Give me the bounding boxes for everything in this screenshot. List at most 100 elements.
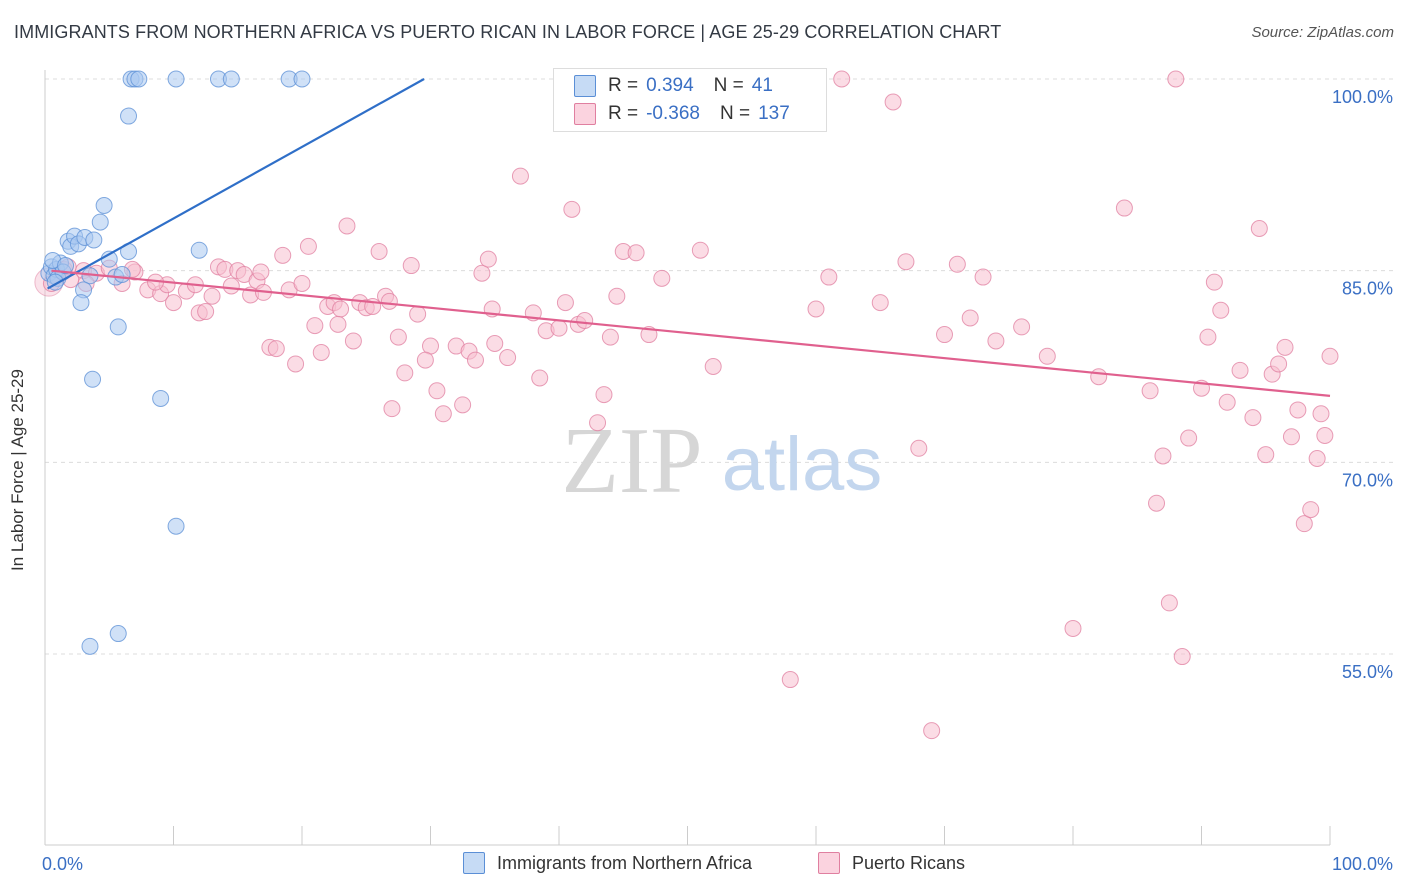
point-puerto-ricans — [1090, 368, 1108, 386]
watermark: ZIP atlas — [562, 409, 883, 513]
point-puerto-ricans — [312, 343, 330, 361]
point-puerto-ricans — [499, 349, 517, 367]
y-tick-label: 55.0% — [1342, 662, 1393, 682]
point-puerto-ricans — [338, 217, 356, 235]
point-puerto-ricans — [1115, 199, 1133, 217]
point-puerto-ricans — [1038, 347, 1056, 365]
legend-n-label: N = — [713, 75, 744, 96]
point-northern-africa — [167, 70, 185, 88]
point-northern-africa — [72, 294, 90, 312]
point-northern-africa — [222, 70, 240, 88]
point-puerto-ricans — [402, 257, 420, 275]
point-northern-africa — [85, 231, 103, 249]
point-puerto-ricans — [299, 237, 317, 255]
point-puerto-ricans — [1154, 447, 1172, 465]
point-puerto-ricans — [1148, 494, 1166, 512]
point-puerto-ricans — [897, 253, 915, 271]
point-puerto-ricans — [370, 243, 388, 260]
point-northern-africa — [167, 517, 185, 535]
point-puerto-ricans — [1270, 355, 1288, 373]
point-puerto-ricans — [1199, 328, 1217, 346]
point-northern-africa — [91, 213, 109, 231]
point-puerto-ricans — [1282, 428, 1300, 446]
point-puerto-ricans — [1218, 393, 1236, 411]
y-tick-label: 70.0% — [1342, 470, 1393, 490]
point-puerto-ricans — [287, 355, 305, 373]
point-puerto-ricans — [428, 382, 446, 400]
point-puerto-ricans — [1173, 648, 1191, 666]
tick-labels: 55.0% 70.0% 85.0% 100.0% 0.0% 100.0% — [42, 87, 1393, 874]
point-puerto-ricans — [252, 263, 270, 281]
y-tick-label: 100.0% — [1332, 87, 1393, 107]
legend-row-northern-africa: R = 0.394 N = 41 — [574, 74, 773, 98]
point-puerto-ricans — [1289, 401, 1307, 419]
point-northern-africa — [130, 70, 148, 88]
point-puerto-ricans — [653, 269, 671, 287]
trend-lines — [47, 78, 1331, 397]
watermark-atlas: atlas — [722, 422, 883, 507]
point-puerto-ricans — [1295, 515, 1313, 533]
point-puerto-ricans — [1231, 361, 1249, 379]
bottom-legend-swatch-blue — [463, 852, 485, 874]
y-tick-label: 85.0% — [1342, 279, 1393, 299]
x-tick-label-max: 100.0% — [1332, 854, 1393, 874]
legend-n-value: 137 — [758, 103, 790, 124]
point-puerto-ricans — [293, 274, 311, 292]
point-puerto-ricans — [409, 305, 427, 323]
trend-line-puerto-ricans — [51, 269, 1331, 397]
point-puerto-ricans — [595, 386, 613, 404]
point-puerto-ricans — [222, 277, 240, 295]
watermark-zip: ZIP — [562, 409, 703, 513]
point-puerto-ricans — [1244, 409, 1262, 427]
point-puerto-ricans — [820, 268, 838, 286]
point-puerto-ricans — [1167, 70, 1185, 88]
point-northern-africa — [293, 70, 311, 88]
point-northern-africa — [152, 389, 170, 407]
point-puerto-ricans — [589, 414, 607, 432]
point-puerto-ricans — [306, 317, 324, 335]
point-northern-africa — [57, 257, 75, 275]
point-puerto-ricans — [416, 351, 434, 369]
point-puerto-ricans — [380, 292, 398, 310]
point-puerto-ricans — [1250, 220, 1268, 237]
point-puerto-ricans — [601, 328, 619, 346]
legend-swatch-blue — [574, 75, 596, 97]
point-puerto-ricans — [473, 264, 491, 282]
point-northern-africa — [190, 241, 208, 259]
legend-r-value: 0.394 — [646, 75, 694, 96]
point-puerto-ricans — [454, 396, 472, 414]
point-puerto-ricans — [1212, 301, 1230, 319]
point-puerto-ricans — [479, 250, 497, 268]
point-puerto-ricans — [197, 303, 215, 321]
point-puerto-ricans — [1276, 338, 1294, 356]
point-puerto-ricans — [936, 326, 953, 344]
x-tick-label-min: 0.0% — [42, 854, 83, 874]
point-puerto-ricans — [1257, 446, 1275, 464]
point-puerto-ricans — [974, 268, 992, 286]
point-puerto-ricans — [466, 351, 484, 369]
point-puerto-ricans — [910, 439, 928, 457]
point-puerto-ricans — [923, 722, 941, 740]
legend-r-label: R = — [608, 75, 639, 96]
point-puerto-ricans — [1160, 594, 1178, 612]
bottom-legend-northern-africa: Immigrants from Northern Africa — [463, 852, 752, 874]
point-puerto-ricans — [267, 340, 285, 358]
point-puerto-ricans — [396, 364, 414, 382]
bottom-legend-label: Puerto Ricans — [852, 852, 966, 873]
point-puerto-ricans — [884, 93, 902, 111]
point-puerto-ricans — [807, 300, 825, 318]
legend-r-label: R = — [608, 103, 639, 124]
point-puerto-ricans — [531, 369, 549, 387]
point-puerto-ricans — [1302, 501, 1320, 519]
point-puerto-ricans — [511, 167, 529, 185]
point-puerto-ricans — [948, 255, 966, 273]
point-puerto-ricans — [871, 294, 889, 312]
point-northern-africa — [95, 197, 113, 214]
chart-title: IMMIGRANTS FROM NORTHERN AFRICA VS PUERT… — [14, 22, 1002, 42]
point-puerto-ricans — [781, 671, 799, 689]
point-northern-africa — [120, 107, 138, 125]
point-puerto-ricans — [1141, 382, 1159, 400]
legend-row-puerto-ricans: R = -0.368 N = 137 — [574, 102, 790, 126]
point-puerto-ricans — [576, 312, 594, 329]
